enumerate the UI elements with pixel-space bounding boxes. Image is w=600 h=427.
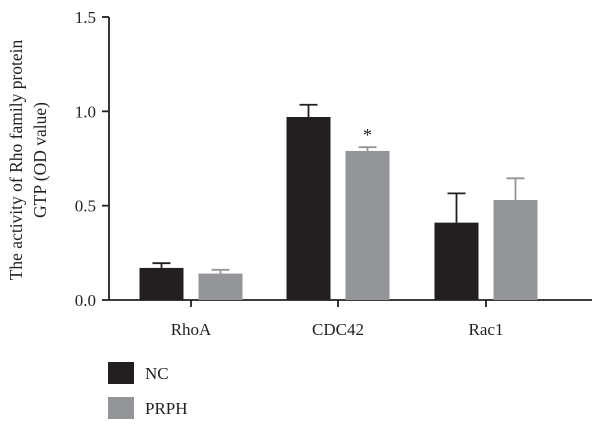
- significance-annotations: *: [363, 125, 372, 145]
- bars: [139, 116, 538, 300]
- x-tick-label-cdc42: CDC42: [312, 320, 364, 339]
- bar-nc-cdc42: [286, 116, 331, 300]
- legend-label-nc: NC: [145, 364, 169, 383]
- significance-marker: *: [363, 125, 372, 145]
- legend-swatch-prph: [108, 397, 134, 419]
- x-tick-label-rhoa: RhoA: [171, 320, 212, 339]
- bar-nc-rhoa: [139, 267, 184, 300]
- legend-label-prph: PRPH: [145, 399, 188, 418]
- bar-prph-cdc42: [345, 150, 390, 300]
- legend-swatch-nc: [108, 362, 134, 384]
- y-axis-title-line-2: GTP (OD value): [30, 102, 50, 218]
- x-axis: RhoA CDC42 Rac1: [109, 299, 592, 339]
- bar-nc-rac1: [434, 222, 479, 300]
- y-axis: 0.0 0.5 1.0 1.5: [75, 8, 110, 310]
- bar-prph-rhoa: [198, 273, 243, 300]
- error-bars: [152, 103, 525, 274]
- y-axis-title-line-1: The activity of Rho family protein: [6, 39, 26, 280]
- legend: NC PRPH: [108, 362, 188, 419]
- x-tick-label-rac1: Rac1: [469, 320, 504, 339]
- y-tick-label: 1.5: [75, 8, 96, 27]
- bar-prph-rac1: [493, 200, 538, 300]
- y-tick-label: 0.5: [75, 197, 96, 216]
- y-axis-title: The activity of Rho family protein GTP (…: [6, 39, 50, 280]
- y-tick-label: 1.0: [75, 102, 96, 121]
- y-tick-label: 0.0: [75, 291, 96, 310]
